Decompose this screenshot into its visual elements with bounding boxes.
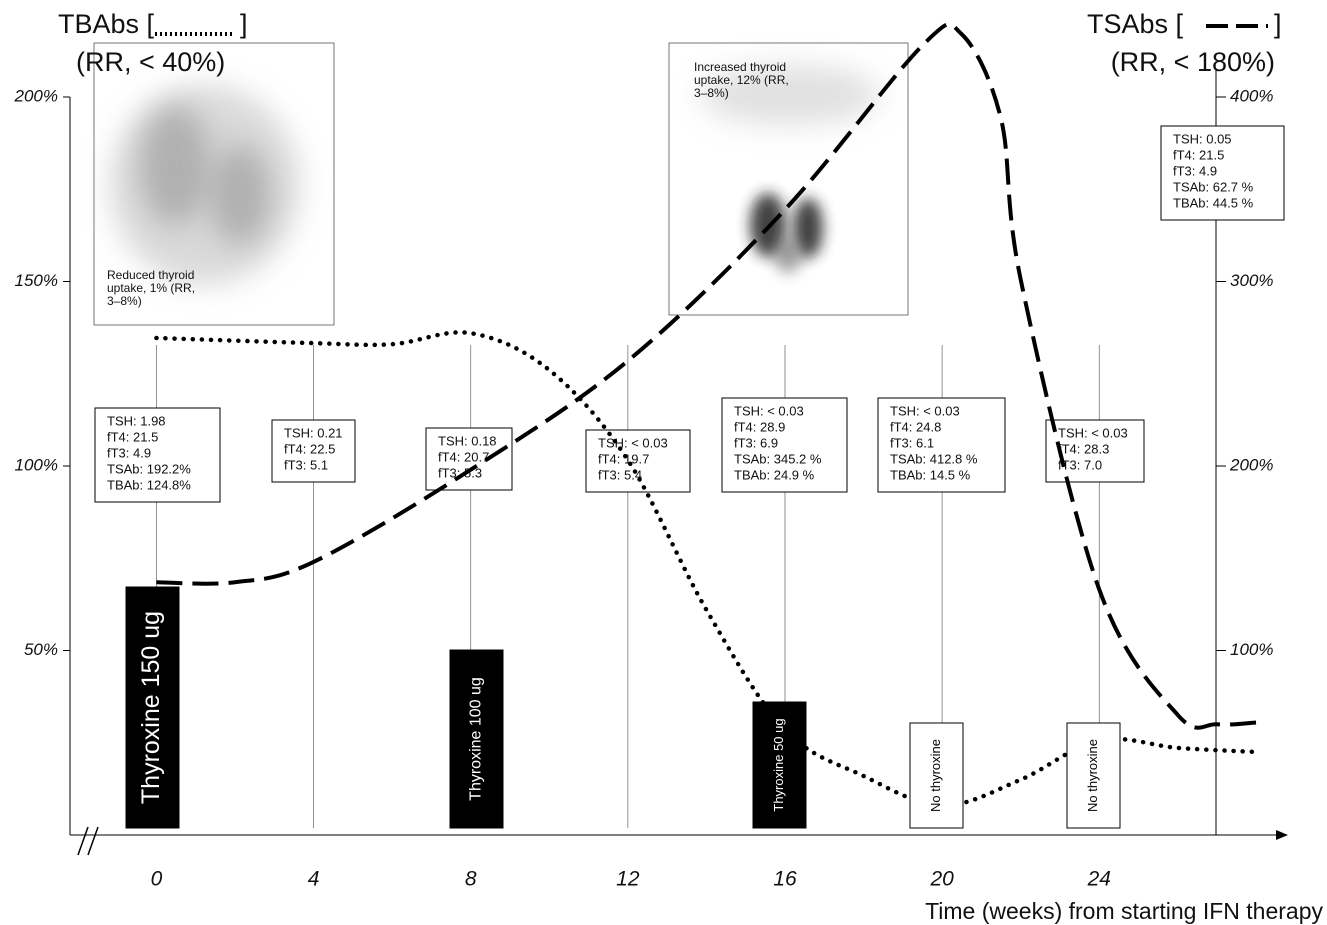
x-tick-label: 4: [308, 868, 320, 891]
lab-box: [1045, 419, 1145, 483]
lab-box: [721, 397, 848, 493]
lab-box: [877, 397, 1006, 493]
x-tick-label: 24: [1087, 868, 1111, 891]
lab-box: [94, 407, 221, 503]
scan-caption: Reduced thyroid: [107, 268, 194, 282]
lab-value: fT3: 7.0: [1058, 457, 1102, 472]
lab-value: TSH: 0.21: [284, 425, 343, 440]
scan-image-left: [93, 42, 335, 326]
scan-caption: 3–8%): [694, 86, 729, 100]
right-title-open: TSAbs [: [1087, 9, 1184, 39]
scan-caption: uptake, 1% (RR,: [107, 281, 195, 295]
y2-tick-label: 300%: [1230, 271, 1273, 290]
lab-value: fT4: 28.9: [734, 419, 785, 434]
lab-value: fT3: 6.1: [890, 435, 934, 450]
lab-value: fT4: 22.5: [284, 441, 335, 456]
lab-value: fT4: 28.3: [1058, 441, 1109, 456]
axis-break: [77, 826, 99, 856]
y2-tick-label: 400%: [1230, 86, 1273, 105]
scan-caption: uptake, 12% (RR,: [694, 73, 789, 87]
lab-value: fT4: 21.5: [107, 429, 158, 444]
scan-image-right: [668, 42, 909, 316]
left-title-close: ]: [240, 9, 248, 39]
y-tick-label: 150%: [15, 271, 58, 290]
lab-value: TSH: 0.05: [1173, 131, 1232, 146]
lab-value: TSAb: 62.7 %: [1173, 179, 1254, 194]
lab-value: TSAb: 345.2 %: [734, 451, 822, 466]
lab-value: fT3: 5.1: [284, 457, 328, 472]
scan-caption: 3–8%): [107, 294, 142, 308]
lab-value: TSH: < 0.03: [890, 403, 960, 418]
lab-value: fT3: 4.9: [1173, 163, 1217, 178]
lab-value: TSAb: 412.8 %: [890, 451, 978, 466]
lab-value: TBAb: 124.8%: [107, 477, 191, 492]
lab-box: [585, 429, 691, 493]
lab-value: TSH: < 0.03: [598, 435, 668, 450]
lab-value: TSH: 0.18: [438, 433, 497, 448]
lab-value: TSH: < 0.03: [734, 403, 804, 418]
lab-value: fT3: 5.4: [598, 467, 642, 482]
y2-tick-label: 200%: [1229, 455, 1273, 474]
lab-value: TBAb: 24.9 %: [734, 467, 815, 482]
lab-box: [425, 427, 513, 491]
x-tick-label: 0: [151, 868, 163, 891]
dose-label: No thyroxine: [928, 739, 943, 812]
x-tick-label: 20: [929, 868, 954, 891]
lab-value: fT3: 6.9: [734, 435, 778, 450]
x-tick-label: 8: [465, 868, 477, 891]
left-title-open: TBAbs [: [58, 9, 155, 39]
x-tick-label: 16: [773, 868, 797, 891]
dose-box: [1066, 722, 1121, 829]
lab-value: fT4: 21.5: [1173, 147, 1224, 162]
x-axis-arrow: [1276, 830, 1288, 840]
scan-caption: Increased thyroid: [694, 60, 786, 74]
lab-value: TBAb: 44.5 %: [1173, 195, 1254, 210]
x-tick-label: 12: [616, 868, 640, 891]
y-tick-label: 200%: [14, 86, 58, 105]
y-tick-label: 100%: [15, 455, 58, 474]
lab-value: fT3: 4.9: [107, 445, 151, 460]
lab-box: [271, 419, 356, 483]
lab-value: TSAb: 192.2%: [107, 461, 191, 476]
lab-value: fT4: 24.8: [890, 419, 941, 434]
lab-box: [1160, 125, 1285, 221]
lab-value: TSH: < 0.03: [1058, 425, 1128, 440]
y2-tick-label: 100%: [1230, 640, 1273, 659]
dose-box: [449, 649, 504, 829]
right-title-sub: (RR, < 180%): [1111, 47, 1275, 77]
y-tick-label: 50%: [24, 640, 58, 659]
lab-value: TBAb: 14.5 %: [890, 467, 971, 482]
left-title-sub: (RR, < 40%): [76, 47, 225, 77]
lab-value: TSH: 1.98: [107, 413, 166, 428]
dose-label: No thyroxine: [1085, 739, 1100, 812]
dose-box: [125, 586, 180, 829]
dose-label: Thyroxine 50 ug: [771, 718, 786, 811]
x-axis-label: Time (weeks) from starting IFN therapy: [925, 898, 1323, 924]
dose-label: Thyroxine 100 ug: [468, 677, 485, 801]
right-title-close: ]: [1274, 9, 1282, 39]
lab-value: fT4: 19.7: [598, 451, 649, 466]
dose-box: [752, 701, 807, 829]
dose-box: [909, 722, 964, 829]
dose-label: Thyroxine 150 ug: [137, 611, 165, 804]
series-line: [156, 22, 1257, 730]
lab-value: fT4: 20.7: [438, 449, 489, 464]
